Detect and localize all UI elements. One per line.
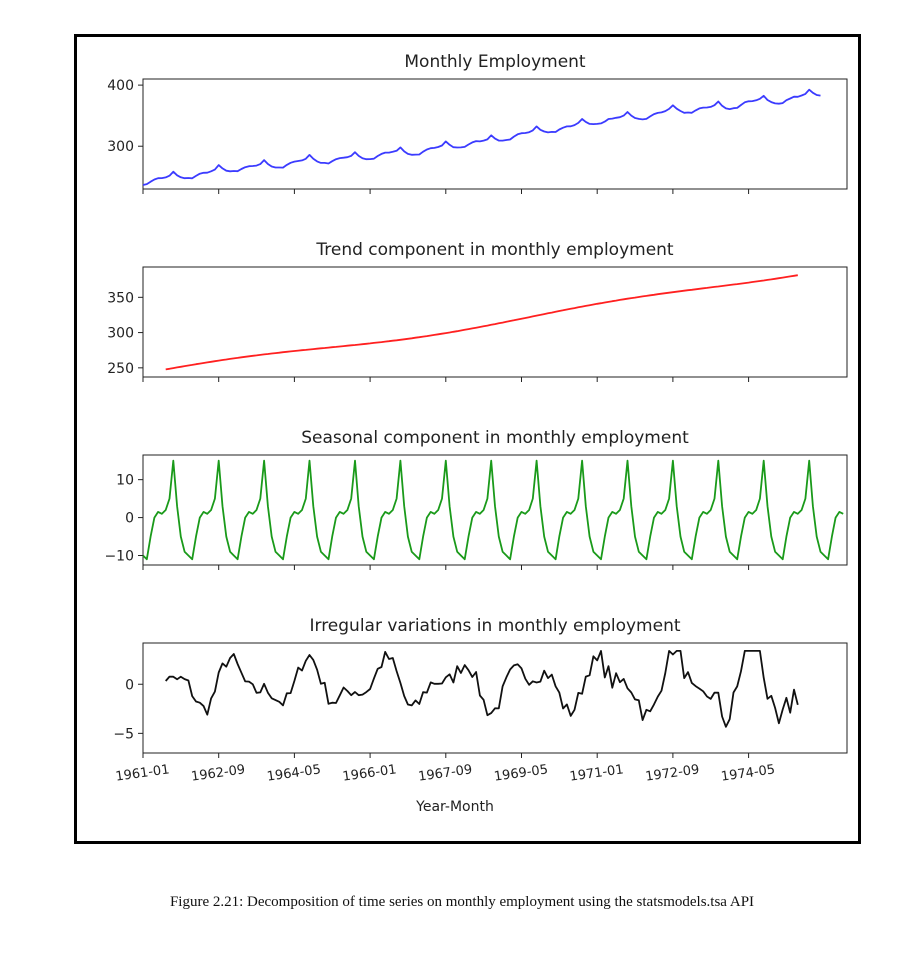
- x-tick-label: 1971-01: [569, 762, 625, 784]
- x-tick-label: 1967-09: [417, 762, 473, 784]
- x-tick-label: 1961-01: [115, 762, 171, 784]
- x-tick-label: 1969-05: [493, 762, 549, 784]
- x-tick-label: 1974-05: [720, 762, 776, 784]
- y-tick-label: −10: [104, 549, 134, 565]
- x-tick-label: 1964-05: [266, 762, 322, 784]
- y-tick-label: −5: [113, 726, 134, 742]
- x-tick-label: 1962-09: [190, 762, 246, 784]
- series-line-residual: [165, 650, 799, 728]
- panel-title: Trend component in monthly employment: [315, 240, 674, 260]
- plot-area-border: [142, 642, 848, 754]
- y-tick-label: 250: [107, 361, 134, 377]
- figure-frame: Monthly Employment 300 400 Trend component …: [74, 34, 861, 844]
- plot-area-border: [142, 266, 848, 378]
- y-tick-label: 0: [125, 677, 134, 693]
- panel-1: Monthly Employment 300 400: [107, 52, 848, 194]
- y-tick-label: 300: [107, 139, 134, 155]
- x-axis-label: Year-Month: [415, 799, 494, 815]
- panel-title: Seasonal component in monthly employment: [301, 428, 689, 448]
- plot-area-border: [142, 454, 848, 566]
- panel-2: Trend component in monthly employment 250…: [107, 240, 848, 382]
- decomposition-chart: Monthly Employment 300 400 Trend component …: [104, 52, 848, 815]
- y-tick-label: 300: [107, 326, 134, 342]
- y-tick-label: 10: [116, 473, 134, 489]
- panel-4: Irregular variations in monthly employme…: [113, 616, 848, 815]
- plot-area-border: [142, 78, 848, 190]
- series-line-observed: [142, 88, 821, 186]
- y-tick-label: 350: [107, 290, 134, 306]
- panel-title: Irregular variations in monthly employme…: [309, 616, 680, 636]
- series-line-seasonal: [142, 459, 844, 561]
- x-tick-label: 1972-09: [644, 762, 700, 784]
- figure-caption: Figure 2.21: Decomposition of time serie…: [169, 894, 755, 910]
- series-line-trend: [165, 274, 798, 371]
- panel-3: Seasonal component in monthly employment…: [104, 428, 848, 570]
- y-tick-label: 0: [125, 511, 134, 527]
- x-tick-label: 1966-01: [342, 762, 398, 784]
- y-tick-label: 400: [107, 78, 134, 94]
- panel-title: Monthly Employment: [404, 52, 586, 72]
